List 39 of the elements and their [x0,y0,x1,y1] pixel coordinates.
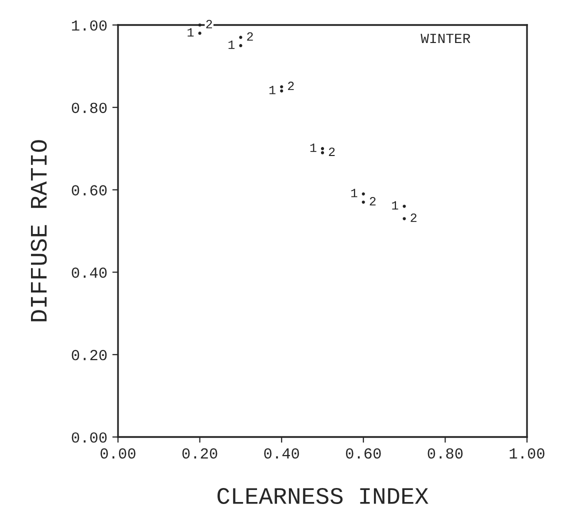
point [320,147,324,150]
text: 2 [206,20,212,28]
text: 1 [228,40,235,49]
point [362,192,365,196]
text: 2 [410,214,416,222]
text: 1 [310,144,316,152]
text: 1 [269,86,276,94]
y-tick-label: 0.20 [72,350,107,360]
y-tick-label: 0.80 [72,102,107,114]
y-tick-label: 0.00 [72,432,107,443]
x-tick-label: 0.00 [100,448,136,459]
text: 1 [392,201,398,210]
x-tick-label: 0.40 [264,448,299,459]
point [402,204,406,208]
y-tick-label: 0.60 [72,185,107,196]
y-axis-title: DIFFUSE RATIO [30,140,47,322]
point [239,36,242,39]
text: 2 [328,148,335,156]
series-label: 1 [351,188,358,198]
text: 2 [247,32,253,41]
series-label: 2 [370,197,376,206]
annotation: WINTER [420,34,470,44]
point [320,151,324,154]
text: 1 [188,28,194,36]
point [280,89,284,92]
point [239,44,242,48]
text: 2 [288,82,294,90]
x-tick-label: 0.80 [428,448,463,459]
x-tick-label: 0.20 [182,448,218,459]
point [198,32,202,35]
x-tick-label: 1.00 [510,448,544,459]
x-axis-title: CLEARNESS INDEX [218,488,428,504]
y-tick-label: 0.40 [72,268,107,278]
point [198,23,202,27]
y-tick-label: 1.00 [72,20,107,31]
point [402,217,406,220]
point [280,85,284,88]
point [362,200,365,204]
x-tick-label: 0.60 [346,448,381,459]
